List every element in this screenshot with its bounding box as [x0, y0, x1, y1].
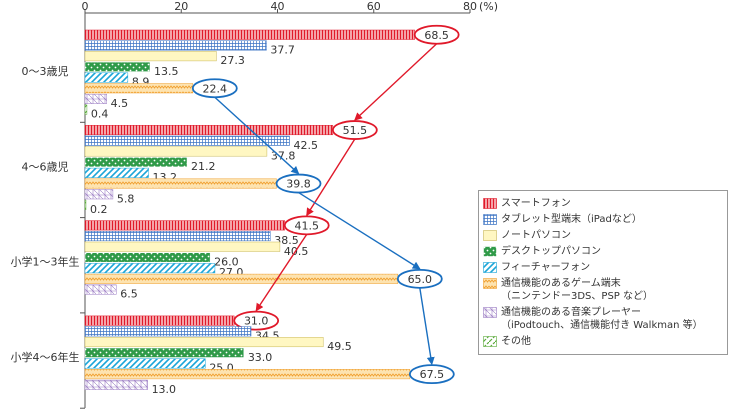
bar — [84, 61, 151, 72]
legend-swatch — [483, 278, 497, 289]
value-label: 0.2 — [90, 203, 108, 216]
value-label: 6.5 — [120, 288, 138, 301]
legend-swatch — [483, 198, 497, 209]
legend-swatch — [483, 214, 497, 225]
value-label: 51.5 — [343, 124, 368, 137]
x-tick-label: 80 — [463, 0, 477, 13]
value-label: 26.0 — [214, 255, 239, 268]
legend-item: タブレット型端末（iPadなど） — [483, 213, 723, 226]
value-label: 22.4 — [203, 82, 228, 95]
legend-swatch — [483, 246, 497, 257]
legend-label: その他 — [501, 336, 531, 347]
bar — [84, 263, 216, 274]
value-label: 49.5 — [327, 340, 352, 353]
bar — [84, 273, 399, 284]
legend-swatch — [483, 262, 497, 273]
value-label: 37.7 — [270, 43, 295, 56]
category-label: 0～3歳児 — [22, 65, 69, 78]
value-label: 39.8 — [286, 178, 311, 191]
value-label: 4.5 — [111, 97, 129, 110]
value-label: 65.0 — [408, 273, 433, 286]
bar — [84, 315, 235, 326]
legend-label: ノートパソコン — [501, 230, 571, 241]
value-label: 68.5 — [424, 29, 449, 42]
bar — [84, 157, 188, 168]
value-label: 42.5 — [294, 139, 319, 152]
value-label: 38.5 — [274, 234, 299, 247]
value-label: 13.0 — [152, 383, 177, 396]
value-label: 5.8 — [117, 192, 135, 205]
bar — [84, 189, 114, 200]
bar — [84, 347, 245, 358]
value-label: 27.3 — [220, 54, 245, 67]
category-label: 小学4～6年生 — [11, 350, 80, 364]
x-unit: (%) — [479, 0, 498, 13]
trend-arrow — [298, 191, 421, 270]
bar — [84, 40, 267, 51]
bar — [84, 72, 129, 83]
legend-label: 通信機能のあるゲーム端末 （ニンテンドー3DS、PSP など） — [501, 278, 653, 302]
bar — [84, 104, 88, 115]
bar — [84, 358, 206, 369]
legend-label: 通信機能のある音楽プレーヤー （iPodtouch、通信機能付き Walkman… — [501, 307, 703, 331]
trend-arrow — [354, 43, 438, 121]
bar — [84, 146, 268, 157]
legend-swatch — [483, 336, 497, 347]
bar — [84, 29, 415, 40]
highlight-ellipse — [233, 310, 280, 331]
legend-swatch — [483, 230, 497, 241]
bar — [84, 93, 107, 104]
value-label: 13.5 — [154, 65, 179, 78]
legend: スマートフォンタブレット型端末（iPadなど） ノートパソコンデスクトップパソコン… — [478, 190, 728, 355]
value-label: 0.4 — [91, 108, 109, 121]
highlight-ellipse — [408, 364, 455, 385]
x-tick-label: 20 — [174, 0, 188, 13]
legend-item: その他 — [483, 335, 723, 348]
bar — [84, 326, 252, 337]
legend-label: デスクトップパソコン — [501, 246, 601, 257]
bar — [84, 379, 148, 390]
value-label: 31.0 — [244, 315, 269, 328]
bar — [84, 178, 277, 189]
legend-item: スマートフォン — [483, 197, 723, 210]
bar — [84, 220, 285, 231]
x-tick-label: 0 — [82, 0, 89, 13]
x-tick-label: 60 — [367, 0, 381, 13]
trend-arrow — [419, 287, 435, 366]
value-label: 33.0 — [248, 351, 273, 364]
bar — [84, 51, 217, 62]
value-label: 37.8 — [271, 149, 296, 162]
legend-item: ノートパソコン — [483, 229, 723, 242]
bar — [84, 83, 194, 94]
legend-label: フィーチャーフォン — [501, 262, 591, 273]
legend-item: デスクトップパソコン — [483, 245, 723, 258]
legend-item: 通信機能のあるゲーム端末 （ニンテンドー3DS、PSP など） — [483, 277, 723, 303]
bar — [84, 284, 117, 295]
trend-arrow — [214, 96, 300, 175]
bar — [84, 369, 411, 380]
bar — [84, 252, 211, 263]
legend-item: 通信機能のある音楽プレーヤー （iPodtouch、通信機能付き Walkman… — [483, 306, 723, 332]
legend-label: タブレット型端末（iPadなど） — [501, 214, 642, 225]
trend-arrow — [255, 233, 308, 312]
bar — [84, 337, 324, 348]
category-label: 小学1～3年生 — [11, 255, 80, 269]
bar — [84, 231, 271, 242]
value-label: 41.5 — [294, 219, 319, 232]
bar — [84, 167, 149, 178]
legend-item: フィーチャーフォン — [483, 261, 723, 274]
legend-swatch — [483, 307, 497, 318]
x-tick-label: 40 — [271, 0, 285, 13]
bar — [84, 241, 281, 252]
bar — [84, 125, 334, 136]
value-label: 67.5 — [420, 368, 445, 381]
value-label: 21.2 — [191, 160, 216, 173]
category-label: 4～6歳児 — [22, 160, 69, 173]
legend-label: スマートフォン — [501, 198, 571, 209]
bar — [84, 135, 290, 146]
bar — [84, 199, 87, 210]
